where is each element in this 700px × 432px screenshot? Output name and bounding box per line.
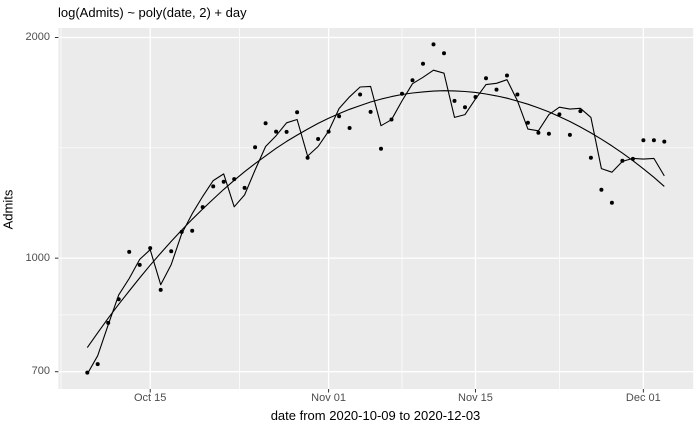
data-point [305,155,310,160]
data-point [557,112,562,117]
x-axis-title: date from 2020-10-09 to 2020-12-03 [270,408,481,423]
data-point [253,145,258,150]
data-point [85,370,90,375]
data-point [169,249,174,254]
data-point [221,179,226,184]
y-axis-title: Admits [0,189,16,230]
data-point [190,228,195,233]
data-point [484,76,488,81]
data-point [609,200,614,205]
data-point [389,117,394,122]
data-point [421,61,425,66]
y-tick-label: 2000 [25,31,50,43]
data-point [137,262,142,267]
data-point [337,114,342,119]
data-point [525,120,530,125]
y-tick-label: 1000 [25,251,50,264]
data-point [379,146,383,151]
data-point [515,92,520,97]
data-point [148,246,153,251]
panel-background [58,28,694,389]
data-point [641,138,646,143]
data-point [662,139,667,144]
data-point [358,92,363,97]
data-point [158,287,163,292]
data-point [200,205,205,210]
data-point [326,129,331,134]
data-point [106,320,111,325]
data-point [473,95,478,99]
data-point [347,126,352,130]
data-point [179,229,184,234]
data-point [505,73,509,78]
data-point [620,158,625,163]
data-point [630,156,635,161]
data-point [410,78,415,83]
data-point [546,131,551,136]
data-point [242,185,247,190]
quadratic_trend-line [86,90,665,348]
data-point [431,42,436,47]
plot-title: log(Admits) ~ poly(date, 2) + day [58,5,247,20]
data-point [599,187,604,192]
data-point [232,177,237,182]
data-point [400,91,404,96]
data-point [211,184,216,189]
x-tick-label: Nov 15 [458,392,493,404]
x-tick-label: Dec 01 [625,392,661,404]
data-point [295,110,300,115]
data-point [651,138,656,143]
data-point [284,129,289,134]
data-point [578,109,583,114]
data-point [316,137,321,141]
data-point [274,129,279,134]
data-point [536,130,541,135]
fitted_with_day_effect-line [86,69,665,375]
data-point [452,98,457,103]
data-point [127,249,132,254]
data-point [116,297,121,302]
data-point [442,51,446,56]
data-point [567,132,572,137]
x-tick-label: Nov 01 [311,392,346,404]
data-point [368,109,373,114]
x-tick-label: Oct 15 [134,392,167,404]
data-point [95,362,100,367]
data-point [588,155,593,160]
data-point [463,105,467,110]
y-tick-label: 700 [31,365,50,378]
data-point [263,121,268,126]
data-point [494,87,499,92]
